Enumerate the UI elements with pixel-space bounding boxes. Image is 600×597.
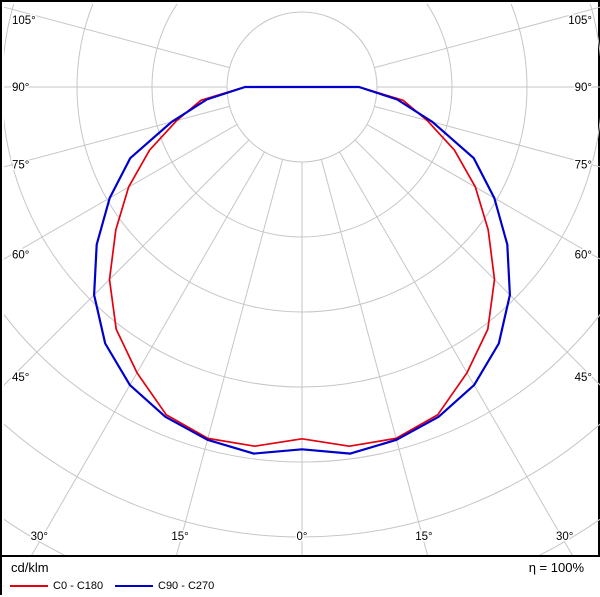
angle-label: 30° (31, 531, 48, 543)
angle-label: 105° (568, 15, 592, 27)
grid-ray (374, 2, 600, 68)
angle-label: 75° (575, 160, 592, 172)
grid-ring (2, 2, 600, 537)
grid-ray (374, 106, 600, 397)
grid-ray (2, 159, 283, 555)
grid-ray (2, 152, 265, 555)
legend-swatch-c0-c180 (10, 585, 48, 587)
grid-ring (2, 2, 600, 387)
angle-label: 90° (575, 82, 592, 94)
legend-label-c0-c180: C0 - C180 (53, 580, 103, 592)
plot-group (2, 2, 600, 555)
grid-ray (2, 2, 230, 68)
polar-plot-area: 105° 105° 90° 90° 75° 75° 60° 60° 45° 45° 30° 15° 0°… (2, 2, 600, 557)
eta-label: η = 100% (529, 560, 584, 575)
grid-ray (355, 140, 600, 555)
grid-ray (2, 106, 230, 397)
legend-label-c90-c270: C90 - C270 (158, 580, 214, 592)
angle-label: 60° (575, 249, 592, 261)
polar-chart: 105° 105° 90° 90° 75° 75° 60° 60° 45° 45° 30° 15° 0°… (2, 2, 600, 555)
grid-ring (2, 2, 600, 462)
angle-label: 0° (297, 531, 308, 543)
grid-ray (340, 152, 600, 555)
angle-label: 75° (12, 160, 29, 172)
legend-item-c0-c180: C0 - C180 (10, 579, 103, 593)
unit-label: cd/klm (11, 560, 49, 575)
angle-label: 45° (12, 372, 29, 384)
legend: cd/klm η = 100% C0 - C180 C90 - C270 (2, 555, 600, 597)
grid-ray (2, 125, 237, 556)
grid-ray (321, 159, 600, 555)
grid-ring (2, 2, 600, 555)
angle-label: 30° (556, 531, 573, 543)
angle-label: 90° (12, 82, 29, 94)
legend-swatch-c90-c270 (115, 585, 153, 587)
angle-label: 105° (12, 15, 36, 27)
angle-label: 15° (171, 531, 188, 543)
angle-label: 45° (575, 372, 592, 384)
angle-label: 15° (415, 531, 432, 543)
legend-item-c90-c270: C90 - C270 (115, 579, 214, 593)
angle-label: 60° (12, 249, 29, 261)
